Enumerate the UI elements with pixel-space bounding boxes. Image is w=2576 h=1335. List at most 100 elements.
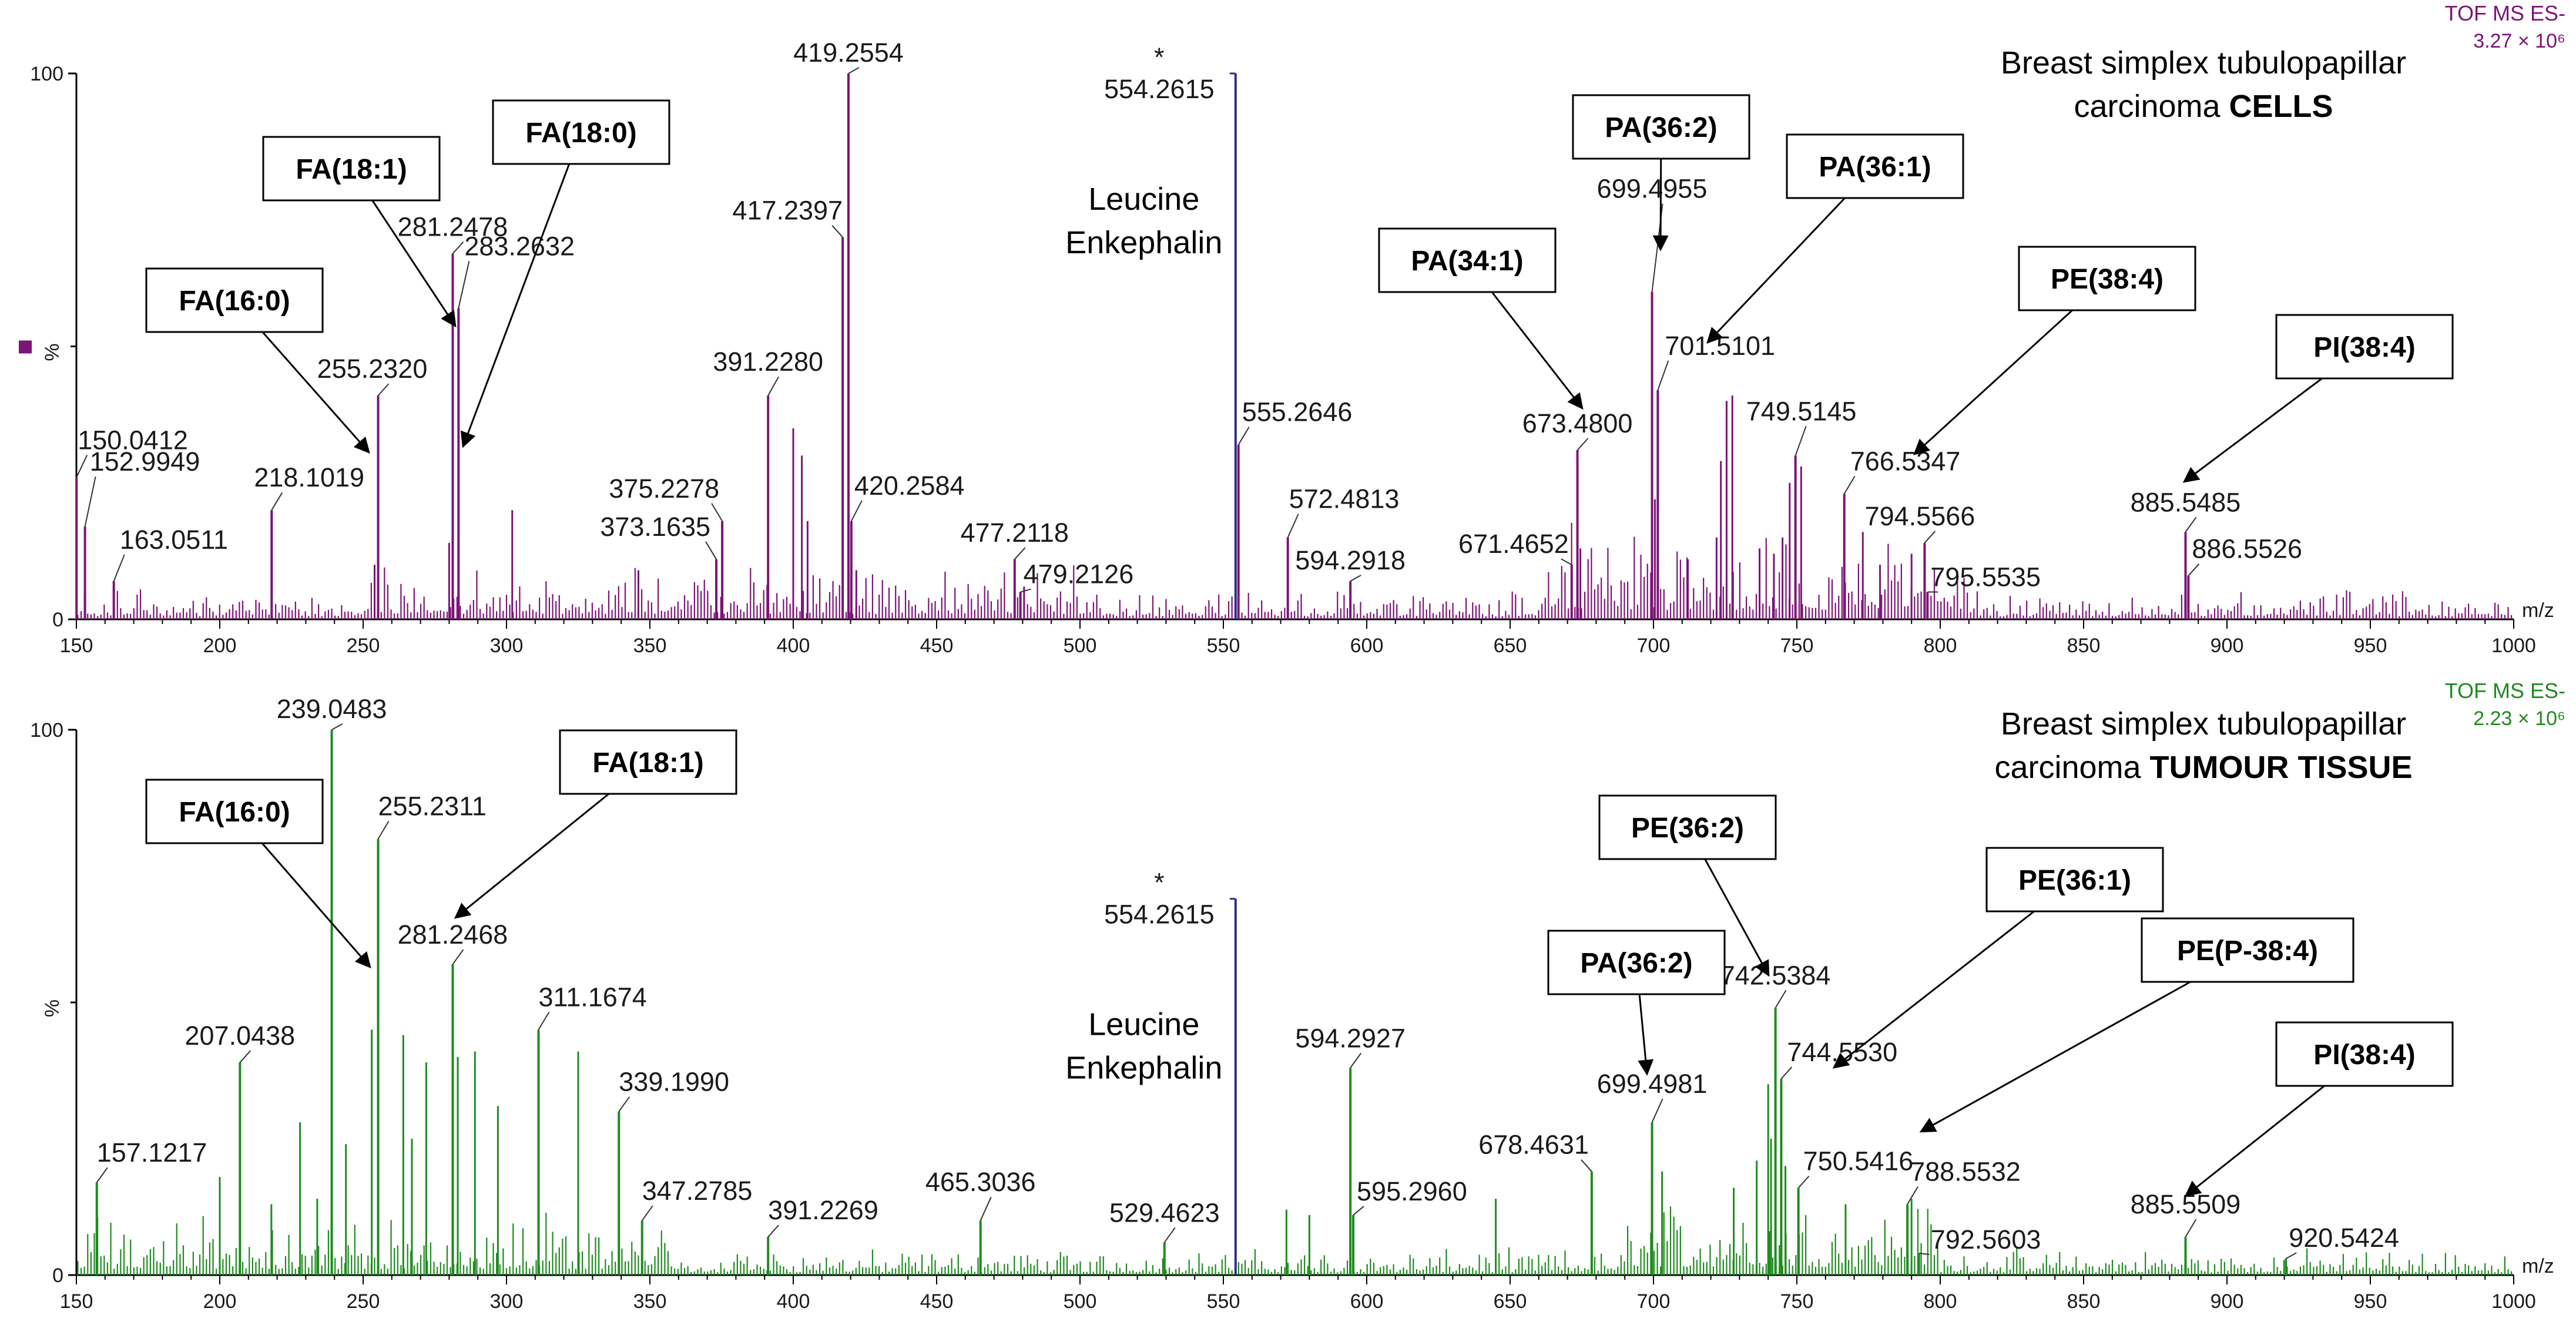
annotation-box — [1598, 794, 1777, 860]
peak-label: 163.0511 — [120, 525, 228, 555]
peak-label: 555.2646 — [1242, 397, 1353, 427]
peak-leader — [1020, 588, 1031, 593]
panel-title: Breast simplex tubulopapillar — [2001, 706, 2406, 742]
peak-leader — [1581, 1159, 1592, 1172]
annotation-box — [262, 136, 441, 202]
peak-leader — [1561, 558, 1572, 565]
x-tick-label: 200 — [203, 1290, 237, 1313]
reference-marker: * — [1154, 42, 1165, 72]
reference-label: 554.2615 — [1104, 74, 1215, 104]
peak-leader — [1163, 1227, 1176, 1243]
peak-leader — [831, 225, 843, 238]
x-tick-label: 600 — [1350, 1290, 1384, 1313]
reference-name: Leucine — [1088, 182, 1199, 217]
peak-label: 311.1674 — [538, 982, 646, 1012]
annotation-box — [1786, 133, 1964, 199]
peak-label: 207.0438 — [185, 1021, 296, 1051]
y-tick-label: 100 — [30, 719, 63, 742]
peak-leader — [239, 1050, 251, 1063]
peak-label: 750.5416 — [1803, 1146, 1914, 1176]
peak-leader — [2185, 1219, 2197, 1237]
x-axis-label: m/z — [2522, 599, 2554, 622]
annotation-arrow — [1706, 197, 1846, 344]
x-tick-label: 950 — [2354, 635, 2387, 657]
annotation-box — [2275, 1021, 2454, 1087]
annotation-label: FA(18:1) — [296, 154, 407, 185]
peak-leader — [2185, 516, 2197, 532]
x-tick-label: 450 — [920, 635, 954, 657]
annotation-label: PA(36:1) — [1819, 152, 1931, 183]
annotation-label: PE(38:4) — [2051, 264, 2164, 295]
y-axis-label: % — [41, 999, 63, 1017]
x-tick-label: 1000 — [2491, 1290, 2536, 1313]
annotation-box — [559, 729, 737, 795]
instrument-label: TOF MS ES- — [2445, 679, 2565, 703]
x-tick-label: 500 — [1064, 1290, 1097, 1313]
peak-label: 157.1217 — [97, 1138, 207, 1168]
y-tick-label: 100 — [30, 63, 63, 85]
peak-leader — [767, 376, 780, 396]
x-tick-label: 250 — [347, 1290, 380, 1313]
annotation-arrow — [2184, 1085, 2325, 1197]
peak-label: 281.2468 — [398, 920, 508, 950]
peak-label: 595.2960 — [1357, 1176, 1467, 1206]
peak-leader — [1775, 989, 1787, 1008]
peak-leader — [96, 1167, 108, 1183]
reference-label: 554.2615 — [1104, 900, 1215, 930]
scale-label: 3.27 × 10⁶ — [2473, 30, 2565, 52]
peak-leader — [1350, 575, 1361, 582]
peak-label: 419.2554 — [793, 38, 904, 68]
x-tick-label: 650 — [1494, 635, 1527, 657]
x-tick-label: 150 — [60, 1290, 93, 1313]
annotation-arrow — [1491, 291, 1584, 410]
annotation-box — [1378, 227, 1557, 293]
x-tick-label: 900 — [2211, 1290, 2244, 1313]
peak-leader — [1843, 475, 1856, 494]
peak-label: 479.2126 — [1024, 559, 1134, 589]
peak-leader — [848, 67, 860, 74]
annotation-box — [2275, 314, 2454, 380]
peak-label: 152.9949 — [90, 447, 200, 477]
peak-label: 477.2118 — [961, 518, 1069, 548]
peak-label: 283.2632 — [464, 231, 575, 261]
instrument-label: TOF MS ES- — [2445, 1, 2565, 25]
peak-leader — [705, 541, 717, 560]
peak-label: 792.5603 — [1931, 1225, 2041, 1255]
x-tick-label: 300 — [490, 1290, 524, 1313]
peak-leader — [76, 455, 88, 478]
peak-label: 794.5566 — [1865, 501, 1975, 531]
peak-leader — [377, 821, 390, 840]
x-tick-label: 350 — [633, 635, 667, 657]
x-tick-label: 150 — [60, 635, 93, 657]
annotation-label: PI(38:4) — [2313, 332, 2415, 363]
annotation-arrow — [1704, 858, 1770, 977]
reference-marker: * — [1154, 868, 1165, 898]
annotation-box — [2018, 246, 2196, 311]
peak-label: 788.5532 — [1910, 1156, 2021, 1186]
annotation-label: FA(16:0) — [179, 797, 290, 828]
annotation-box — [1547, 930, 1726, 995]
x-tick-label: 450 — [920, 1290, 954, 1313]
peak-label: 347.2785 — [642, 1176, 753, 1206]
peak-label: 391.2269 — [768, 1195, 878, 1225]
peak-leader — [1797, 1175, 1810, 1189]
panel-title: Breast simplex tubulopapillar — [2001, 45, 2406, 80]
peak-label: 255.2320 — [317, 354, 428, 384]
peak-label: 391.2280 — [713, 347, 823, 377]
annotation-label: FA(18:0) — [525, 118, 636, 149]
peak-label: 375.2278 — [609, 474, 719, 504]
scale-label: 2.23 × 10⁶ — [2473, 707, 2565, 730]
peak-label: 465.3036 — [925, 1167, 1036, 1197]
peak-label: 699.4955 — [1597, 174, 1708, 204]
peak-label: 373.1635 — [600, 512, 710, 542]
peak-leader — [850, 500, 863, 522]
peak-label: 218.1019 — [254, 462, 364, 492]
peak-label: 678.4631 — [1478, 1130, 1589, 1160]
peak-leader — [1795, 425, 1807, 456]
y-tick-label: 0 — [52, 1264, 63, 1287]
series-marker — [19, 340, 32, 354]
peak-leader — [84, 476, 96, 527]
peak-leader — [1651, 1098, 1663, 1123]
peak-leader — [1287, 514, 1299, 538]
peak-leader — [1918, 1252, 1930, 1255]
